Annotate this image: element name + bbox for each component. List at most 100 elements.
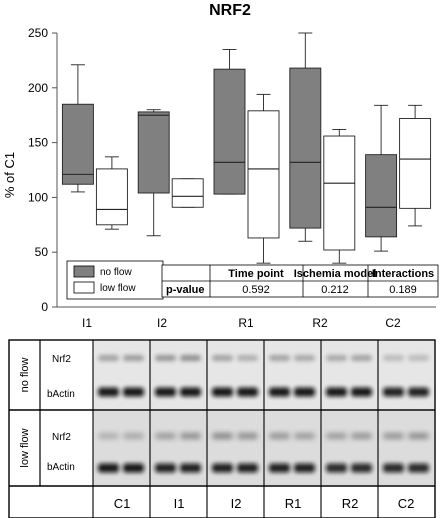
box-body [399,118,432,209]
y-tick-label: 200 [28,81,48,95]
legend-swatch-no-flow [73,265,95,278]
legend: no flow low flow [66,260,164,300]
blot-band-bactin-no-flow [180,387,201,397]
blot-band-bactin-low-flow [98,463,119,473]
blot-band-nrf2-low-flow [351,433,372,439]
x-tick-label: I1 [82,316,92,330]
legend-swatch-low-flow [73,281,95,294]
blot-protein-label-bactin: bActin [47,389,75,400]
blot-band-nrf2-no-flow [326,355,347,361]
blot-band-bactin-no-flow [326,387,347,397]
blot-condition-label-low-flow: low flow [19,428,31,467]
stats-header: Interactions [372,268,434,280]
blot-band-nrf2-low-flow [98,433,119,439]
stats-table: Time point Ischemia model Interactions p… [161,264,439,298]
box-body [171,178,204,208]
blot-band-nrf2-low-flow [155,433,176,439]
blot-band-nrf2-no-flow [383,355,404,361]
blot-lane-label: C1 [114,496,131,511]
blot-band-bactin-no-flow [237,387,258,397]
legend-label-no-flow: no flow [100,267,132,278]
western-blot-panel: no flow low flow Nrf2 bActin Nrf2 bActin… [8,339,436,518]
blot-protein-label-bactin: bActin [47,462,75,473]
x-tick-label: R1 [238,316,254,330]
blot-band-bactin-low-flow [237,463,258,473]
blot-band-nrf2-no-flow [269,355,290,361]
blot-band-bactin-low-flow [212,463,233,473]
blot-band-nrf2-no-flow [123,355,144,361]
blot-band-nrf2-no-flow [408,355,429,361]
x-tick-label: C2 [385,316,401,330]
y-tick-label: 50 [35,245,49,259]
blot-lane-labels: C1 I1 I2 R1 R2 C2 [114,496,415,511]
stats-header: Ischemia model [294,268,377,280]
blot-band-nrf2-no-flow [212,355,233,361]
blot-lane-label: R2 [342,496,359,511]
blot-band-bactin-low-flow [269,463,290,473]
blot-band-nrf2-low-flow [180,433,201,439]
blot-band-nrf2-no-flow [294,355,315,361]
blot-band-nrf2-no-flow [237,355,258,361]
blot-band-bactin-no-flow [408,387,429,397]
x-axis-tick-labels: I1 I2 R1 R2 C2 [82,316,401,330]
x-tick-label: R2 [312,316,328,330]
blot-band-nrf2-low-flow [383,433,404,439]
blot-lane-label: I1 [174,496,185,511]
stats-value: 0.592 [242,284,270,296]
y-tick-label: 150 [28,136,48,150]
stats-value: 0.212 [321,284,349,296]
blot-band-bactin-no-flow [212,387,233,397]
box-body [137,111,170,194]
box-body [323,135,356,251]
stats-row-label: p-value [166,284,205,296]
blot-band-nrf2-low-flow [294,433,315,439]
y-axis-tick-labels: 0 50 100 150 200 250 [28,26,48,314]
stats-header: Time point [228,268,284,280]
stats-value: 0.189 [389,284,417,296]
blot-band-nrf2-no-flow [351,355,372,361]
box-plots [61,32,432,264]
blot-lane-label: C2 [398,496,415,511]
box-body [95,168,128,226]
blot-band-nrf2-low-flow [212,433,233,439]
blot-band-bactin-no-flow [269,387,290,397]
x-tick-label: I2 [157,316,167,330]
blot-band-nrf2-low-flow [123,433,144,439]
legend-label-low-flow: low flow [100,283,136,294]
blot-band-bactin-no-flow [155,387,176,397]
blot-band-bactin-low-flow [123,463,144,473]
y-tick-label: 100 [28,190,48,204]
blot-band-nrf2-low-flow [269,433,290,439]
y-tick-label: 0 [41,300,48,314]
blot-band-bactin-no-flow [383,387,404,397]
blot-band-bactin-no-flow [351,387,372,397]
blot-band-nrf2-no-flow [180,355,201,361]
box-body [213,68,246,195]
blot-protein-label-nrf2: Nrf2 [52,432,71,443]
box-body [289,67,322,229]
blot-band-bactin-no-flow [98,387,119,397]
y-axis-label: % of C1 [2,152,17,198]
blot-band-nrf2-no-flow [155,355,176,361]
box-body [247,110,280,239]
blot-band-bactin-low-flow [180,463,201,473]
blot-band-nrf2-low-flow [237,433,258,439]
blot-band-bactin-low-flow [155,463,176,473]
blot-bands [98,355,429,473]
blot-band-bactin-no-flow [123,387,144,397]
blot-band-bactin-low-flow [351,463,372,473]
blot-band-bactin-low-flow [383,463,404,473]
blot-band-nrf2-low-flow [408,433,429,439]
blot-band-nrf2-low-flow [326,433,347,439]
y-axis-ticks [52,32,57,308]
chart-title: NRF2 [209,2,251,19]
box-body [61,103,94,185]
blot-band-bactin-no-flow [294,387,315,397]
blot-lane-label: I2 [231,496,242,511]
blot-condition-label-no-flow: no flow [19,358,31,393]
blot-protein-label-nrf2: Nrf2 [52,354,71,365]
blot-band-bactin-low-flow [294,463,315,473]
blot-lane-dividers [92,340,379,518]
blot-lane-label: R1 [285,496,302,511]
